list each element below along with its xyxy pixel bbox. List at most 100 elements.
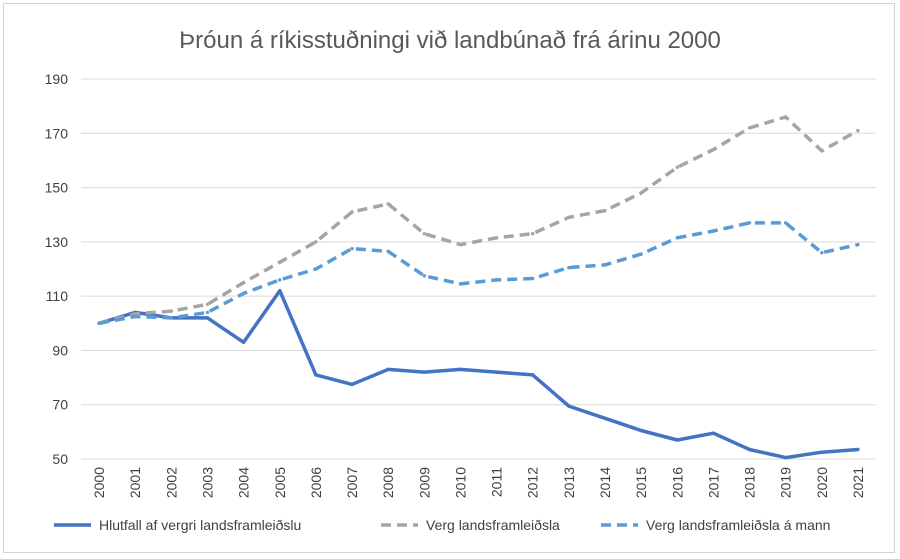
- x-tick-label: 2018: [742, 467, 758, 498]
- series-line-1: [98, 288, 859, 460]
- data-point: [711, 229, 716, 233]
- data-point: [820, 149, 824, 153]
- data-point: [603, 416, 607, 420]
- data-point: [531, 373, 535, 377]
- y-tick-label: 190: [45, 71, 69, 87]
- x-tick-label: 2013: [561, 467, 577, 498]
- data-point: [494, 278, 499, 282]
- chart-title: Þróun á ríkisstuðningi við landbúnað frá…: [179, 27, 721, 54]
- data-point: [711, 431, 716, 435]
- data-point: [458, 242, 463, 247]
- data-point: [567, 404, 571, 408]
- data-point: [133, 312, 137, 316]
- data-point: [205, 302, 210, 306]
- y-axis-ticks: 50 70 90 110 130 150 170 190: [45, 71, 69, 467]
- data-point: [856, 128, 860, 133]
- data-point: [386, 367, 390, 372]
- data-point: [241, 280, 246, 285]
- data-point: [783, 115, 788, 119]
- x-tick-label: 2003: [199, 467, 215, 498]
- x-tick-label: 2006: [308, 467, 324, 498]
- data-point: [639, 428, 643, 433]
- data-point: [169, 309, 174, 313]
- x-tick-label: 2005: [272, 467, 288, 498]
- data-point: [314, 240, 318, 244]
- x-axis-ticks: 2000 2001 2002 2003 2004 2005 2006 2007 2008 2009…: [91, 467, 866, 498]
- x-tick-label: 2021: [850, 467, 866, 498]
- data-point: [675, 165, 679, 169]
- data-point: [494, 236, 499, 240]
- data-point: [603, 263, 607, 267]
- data-point: [567, 215, 571, 220]
- data-point: [422, 274, 426, 278]
- x-tick-label: 2004: [236, 467, 252, 498]
- data-point: [531, 276, 535, 281]
- data-point: [205, 310, 210, 315]
- data-point: [97, 321, 101, 325]
- x-tick-label: 2001: [127, 467, 143, 498]
- gridlines: [81, 78, 876, 460]
- data-point: [494, 370, 499, 374]
- x-tick-label: 2008: [380, 467, 396, 498]
- legend-label-3: Verg landsframleiðsla á mann: [646, 517, 830, 533]
- data-point: [603, 208, 607, 213]
- x-tick-label: 2002: [163, 467, 179, 498]
- data-point: [856, 447, 860, 452]
- x-tick-label: 2016: [669, 467, 685, 498]
- data-point: [820, 251, 824, 255]
- data-point: [350, 246, 354, 251]
- data-point: [133, 314, 137, 319]
- data-point: [675, 438, 679, 442]
- data-point: [169, 316, 174, 320]
- data-point: [278, 260, 282, 264]
- x-tick-label: 2011: [489, 467, 505, 497]
- data-point: [711, 147, 716, 152]
- data-point: [639, 191, 643, 195]
- data-point: [531, 232, 535, 236]
- data-point: [386, 249, 390, 254]
- data-point: [783, 221, 788, 225]
- x-tick-label: 2007: [344, 467, 360, 498]
- data-point: [350, 382, 354, 387]
- data-point: [783, 455, 788, 460]
- data-point: [856, 242, 860, 247]
- data-point: [747, 447, 752, 452]
- x-tick-label: 2017: [705, 467, 721, 498]
- data-point: [278, 289, 282, 293]
- x-tick-label: 2012: [525, 467, 541, 498]
- data-point: [458, 282, 463, 286]
- x-tick-label: 2010: [452, 467, 468, 498]
- data-point: [241, 340, 246, 344]
- data-point: [567, 265, 571, 270]
- y-tick-label: 50: [52, 451, 68, 467]
- data-point: [314, 373, 318, 377]
- x-tick-label: 2020: [814, 467, 830, 498]
- x-tick-label: 2015: [633, 467, 649, 498]
- legend-label-2: Verg landsframleiðsla: [426, 517, 560, 533]
- data-point: [350, 210, 354, 214]
- y-tick-label: 170: [45, 125, 69, 141]
- y-tick-label: 130: [45, 234, 69, 250]
- y-tick-label: 150: [45, 180, 69, 196]
- x-tick-label: 2014: [597, 467, 613, 498]
- legend-label-1: Hlutfall af vergri landsframleiðslu: [99, 517, 301, 533]
- data-point: [747, 126, 752, 130]
- series-line-2: [98, 115, 859, 325]
- data-point: [314, 267, 318, 271]
- series-lines: [97, 115, 860, 460]
- data-point: [675, 236, 679, 240]
- y-tick-label: 110: [46, 288, 69, 304]
- data-point: [386, 202, 390, 206]
- legend: Hlutfall af vergri landsframleiðslu Verg …: [54, 517, 830, 533]
- chart-frame: Þróun á ríkisstuðningi við landbúnað frá…: [3, 3, 895, 553]
- data-point: [639, 252, 643, 256]
- y-tick-label: 70: [52, 397, 68, 413]
- series-line-3: [98, 221, 859, 326]
- data-point: [747, 221, 752, 225]
- data-point: [241, 291, 246, 296]
- x-tick-label: 2000: [91, 467, 107, 498]
- data-point: [422, 232, 426, 236]
- data-point: [820, 450, 824, 454]
- line-chart: Þróun á ríkisstuðningi við landbúnað frá…: [45, 27, 876, 533]
- data-point: [278, 278, 282, 282]
